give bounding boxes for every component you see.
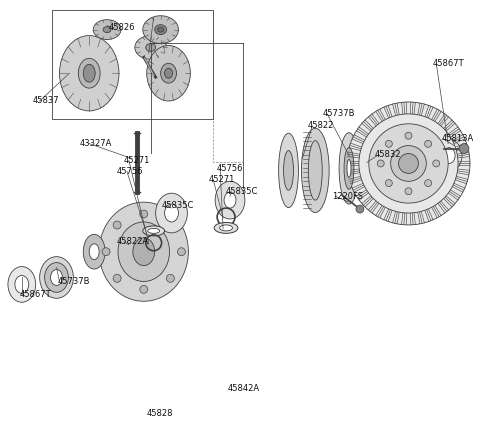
Text: 45813A: 45813A — [441, 134, 473, 143]
Circle shape — [385, 140, 392, 147]
Circle shape — [385, 180, 392, 187]
Ellipse shape — [156, 193, 187, 233]
Ellipse shape — [148, 228, 160, 233]
Circle shape — [178, 248, 185, 255]
Ellipse shape — [45, 262, 69, 292]
Ellipse shape — [155, 25, 167, 35]
Ellipse shape — [118, 222, 169, 281]
Circle shape — [113, 275, 121, 282]
Circle shape — [356, 205, 364, 213]
Ellipse shape — [60, 36, 119, 111]
Ellipse shape — [301, 128, 329, 213]
Ellipse shape — [15, 275, 29, 293]
Circle shape — [113, 221, 121, 229]
Circle shape — [140, 210, 148, 218]
Text: 45832: 45832 — [375, 150, 401, 159]
Ellipse shape — [78, 58, 100, 88]
Ellipse shape — [443, 148, 455, 163]
Ellipse shape — [157, 27, 164, 32]
Circle shape — [359, 114, 458, 213]
Ellipse shape — [284, 151, 293, 190]
Text: 45737B: 45737B — [322, 110, 355, 118]
Circle shape — [433, 160, 440, 167]
Text: 45756: 45756 — [117, 167, 144, 176]
Ellipse shape — [147, 45, 191, 101]
Ellipse shape — [89, 244, 99, 260]
Text: 45826: 45826 — [109, 23, 135, 32]
Text: 45271: 45271 — [124, 156, 150, 165]
Text: 45822: 45822 — [307, 121, 334, 130]
Ellipse shape — [146, 43, 156, 52]
Ellipse shape — [224, 192, 236, 208]
Ellipse shape — [50, 270, 62, 285]
Ellipse shape — [347, 159, 351, 178]
Circle shape — [167, 275, 174, 282]
Circle shape — [405, 188, 412, 195]
Ellipse shape — [40, 257, 73, 298]
Ellipse shape — [165, 68, 172, 78]
Text: 45835C: 45835C — [162, 200, 194, 210]
Circle shape — [102, 248, 110, 255]
Ellipse shape — [133, 238, 155, 265]
Circle shape — [459, 144, 469, 154]
Text: 45737B: 45737B — [58, 277, 90, 286]
Ellipse shape — [84, 65, 95, 82]
Circle shape — [425, 140, 432, 147]
Text: 45271: 45271 — [208, 175, 235, 184]
Circle shape — [167, 221, 174, 229]
Ellipse shape — [344, 148, 354, 189]
Text: 45835C: 45835C — [226, 187, 258, 196]
Ellipse shape — [143, 16, 179, 43]
Text: 1220FS: 1220FS — [332, 192, 363, 200]
Ellipse shape — [93, 19, 121, 39]
Ellipse shape — [99, 202, 188, 301]
Ellipse shape — [165, 204, 179, 222]
Circle shape — [369, 124, 448, 203]
Circle shape — [405, 132, 412, 139]
Ellipse shape — [143, 226, 165, 236]
Bar — [51, 10, 213, 119]
Ellipse shape — [278, 133, 299, 207]
Circle shape — [140, 285, 148, 293]
Text: 45867T: 45867T — [20, 290, 51, 299]
Circle shape — [425, 180, 432, 187]
Text: 45756: 45756 — [216, 164, 242, 173]
Ellipse shape — [8, 267, 36, 302]
Ellipse shape — [436, 140, 462, 171]
Ellipse shape — [161, 63, 177, 83]
Ellipse shape — [135, 36, 167, 59]
Ellipse shape — [103, 27, 111, 32]
Circle shape — [377, 160, 384, 167]
Ellipse shape — [308, 141, 322, 200]
Text: 45837: 45837 — [33, 97, 60, 106]
Ellipse shape — [339, 133, 359, 204]
Text: 45842A: 45842A — [228, 384, 260, 393]
Text: 45822A: 45822A — [117, 237, 149, 246]
Ellipse shape — [215, 181, 245, 219]
Ellipse shape — [220, 225, 232, 231]
Ellipse shape — [84, 234, 105, 269]
Text: 45867T: 45867T — [432, 59, 464, 68]
Ellipse shape — [214, 223, 238, 233]
Text: 43327A: 43327A — [79, 139, 112, 148]
Text: 45828: 45828 — [147, 409, 173, 418]
Circle shape — [391, 145, 426, 181]
Circle shape — [347, 102, 470, 225]
Circle shape — [398, 154, 419, 173]
